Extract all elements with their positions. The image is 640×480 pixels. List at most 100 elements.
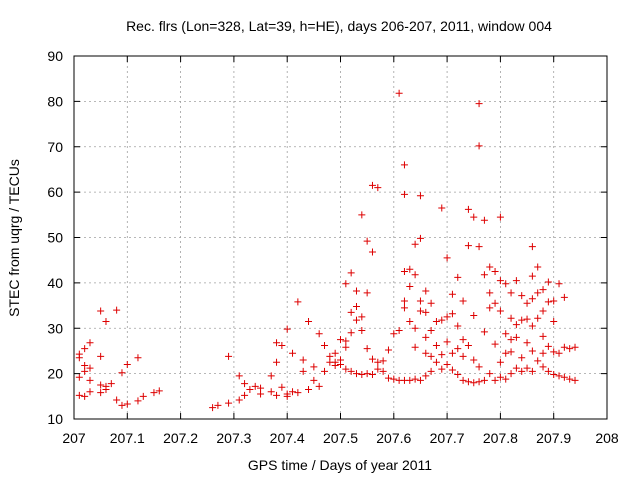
- data-point: [209, 404, 217, 412]
- data-point: [475, 243, 483, 251]
- data-point: [555, 372, 563, 380]
- data-point: [363, 345, 371, 353]
- data-point: [411, 271, 419, 279]
- data-point: [337, 336, 344, 344]
- data-point: [422, 287, 430, 295]
- data-point: [400, 297, 408, 305]
- data-point: [81, 345, 89, 353]
- y-tick-label: 30: [47, 320, 63, 336]
- data-point: [257, 390, 265, 398]
- data-point: [550, 317, 558, 325]
- data-point: [331, 349, 339, 357]
- data-point: [411, 343, 419, 351]
- data-point: [347, 269, 355, 277]
- data-point: [289, 349, 297, 357]
- data-point: [518, 292, 526, 300]
- data-point: [347, 329, 355, 337]
- data-point: [448, 310, 456, 318]
- data-point: [486, 263, 494, 271]
- x-axis-label: GPS time / Days of year 2011: [248, 457, 432, 473]
- data-points: [75, 89, 579, 412]
- x-tick-label: 207.4: [270, 430, 305, 446]
- data-point: [155, 387, 163, 395]
- data-point: [422, 333, 430, 341]
- y-axis-label: STEC from uqrg / TECUs: [6, 159, 22, 317]
- data-point: [310, 363, 318, 371]
- x-tick-label: 207.7: [430, 430, 465, 446]
- data-point: [342, 365, 350, 373]
- data-point: [326, 352, 334, 360]
- x-tick-label: 208: [595, 430, 619, 446]
- data-point: [107, 380, 115, 388]
- data-point: [534, 357, 542, 365]
- data-point: [528, 243, 536, 251]
- data-point: [470, 356, 478, 364]
- x-tick-label: 207.1: [110, 430, 145, 446]
- data-point: [486, 304, 494, 312]
- data-point: [97, 307, 105, 315]
- data-point: [470, 379, 478, 387]
- data-point: [560, 343, 568, 351]
- data-point: [241, 391, 249, 399]
- data-point: [278, 341, 286, 349]
- data-point: [534, 314, 542, 322]
- data-point: [75, 391, 83, 399]
- data-point: [502, 349, 510, 357]
- grid-lines: [74, 56, 607, 419]
- y-tick-labels: 10 20 30 40 50 60 70 80 90: [47, 48, 63, 427]
- data-point: [257, 384, 265, 392]
- data-point: [321, 341, 329, 349]
- data-point: [507, 370, 515, 378]
- data-point: [544, 278, 552, 286]
- data-point: [454, 273, 462, 281]
- data-point: [448, 349, 456, 357]
- data-point: [571, 343, 579, 351]
- data-point: [528, 322, 536, 330]
- data-point: [523, 364, 531, 372]
- y-tick-label: 80: [47, 93, 63, 109]
- y-tick-label: 70: [47, 139, 63, 155]
- data-point: [496, 277, 504, 285]
- data-point: [235, 372, 243, 380]
- data-point: [523, 339, 531, 347]
- data-point: [539, 363, 547, 371]
- data-point: [432, 341, 440, 349]
- y-tick-label: 10: [47, 411, 63, 427]
- data-point: [528, 295, 536, 303]
- data-point: [459, 352, 467, 360]
- data-point: [550, 297, 558, 305]
- data-point: [331, 358, 339, 366]
- data-point: [97, 352, 105, 360]
- data-point: [464, 378, 472, 386]
- data-point: [86, 376, 94, 384]
- data-point: [475, 142, 483, 150]
- x-tick-label: 207: [62, 430, 86, 446]
- data-point: [406, 317, 414, 325]
- data-point: [496, 307, 504, 315]
- data-point: [139, 392, 147, 400]
- data-point: [539, 349, 547, 357]
- data-point: [443, 254, 451, 262]
- data-point: [432, 317, 440, 325]
- data-point: [97, 381, 105, 389]
- data-point: [86, 339, 94, 347]
- data-point: [560, 293, 568, 301]
- data-point: [507, 289, 515, 297]
- data-point: [294, 298, 302, 306]
- data-point: [368, 248, 376, 256]
- data-point: [416, 376, 424, 384]
- data-point: [411, 324, 419, 332]
- data-point: [464, 242, 472, 250]
- data-point: [352, 316, 360, 324]
- data-point: [352, 287, 360, 295]
- data-point: [305, 386, 313, 394]
- data-point: [491, 340, 499, 348]
- data-point: [438, 204, 446, 212]
- data-point: [374, 184, 382, 192]
- data-point: [384, 346, 392, 354]
- data-point: [422, 349, 430, 357]
- data-point: [496, 213, 504, 221]
- data-point: [411, 375, 419, 383]
- data-point: [134, 397, 142, 405]
